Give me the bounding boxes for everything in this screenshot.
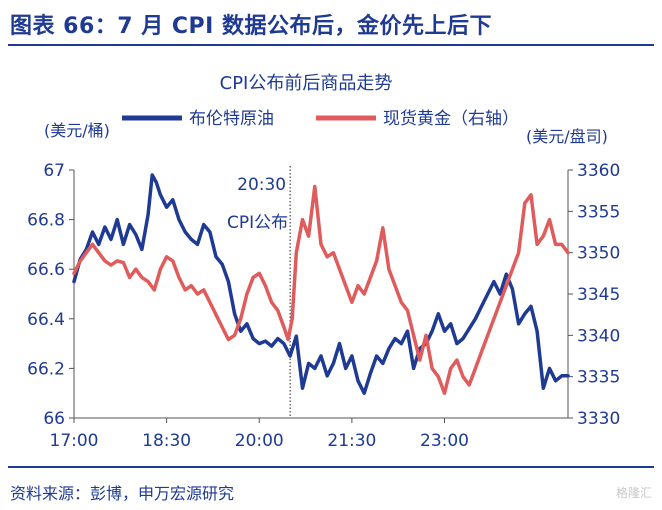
chart-area: CPI公布前后商品走势 布伦特原油 现货黄金（右轴） (美元/桶) (美元/盘司… xyxy=(0,52,662,462)
watermark: 格隆汇 xyxy=(615,486,652,500)
right-tick-label: 3360 xyxy=(577,161,620,181)
footer-divider xyxy=(8,466,654,468)
x-tick-label: 23:00 xyxy=(420,431,469,451)
annotation-time: 20:30 xyxy=(237,175,286,195)
gold-price-line xyxy=(72,184,570,395)
header-divider xyxy=(8,44,654,46)
left-tick-label: 66.8 xyxy=(27,211,65,231)
chart-title: CPI公布前后商品走势 xyxy=(220,73,393,94)
left-tick-label: 66.2 xyxy=(27,359,65,379)
right-axis-unit: (美元/盘司) xyxy=(526,127,608,146)
figure-title: 图表 66：7 月 CPI 数据公布后，金价先上后下 xyxy=(10,14,493,39)
axes: 67 66.8 66.6 66.4 66.2 66 3360 3355 3350 3345 3340… xyxy=(27,161,620,451)
left-axis-unit: (美元/桶) xyxy=(44,121,110,140)
right-tick-label: 3335 xyxy=(577,368,620,388)
left-tick-label: 67 xyxy=(43,161,65,181)
oil-price-line xyxy=(72,173,570,395)
right-tick-label: 3345 xyxy=(577,285,620,305)
x-tick-label: 17:00 xyxy=(50,431,99,451)
left-tick-label: 66.6 xyxy=(27,260,65,280)
right-tick-label: 3350 xyxy=(577,244,620,264)
right-tick-label: 3355 xyxy=(577,202,620,222)
left-tick-label: 66 xyxy=(43,409,65,429)
chart-svg: CPI公布前后商品走势 布伦特原油 现货黄金（右轴） (美元/桶) (美元/盘司… xyxy=(27,73,620,451)
source-note: 资料来源：彭博，申万宏源研究 xyxy=(10,484,235,503)
right-tick-label: 3340 xyxy=(577,326,620,346)
series-lines xyxy=(72,173,570,395)
x-tick-label: 21:30 xyxy=(327,431,376,451)
x-tick-label: 18:30 xyxy=(142,431,191,451)
legend-oil-label: 布伦特原油 xyxy=(189,109,274,129)
annotation-text: CPI公布 xyxy=(227,213,288,233)
legend-gold-label: 现货黄金（右轴） xyxy=(383,109,519,129)
right-tick-label: 3330 xyxy=(577,409,620,429)
x-tick-label: 20:00 xyxy=(235,431,284,451)
left-tick-label: 66.4 xyxy=(27,310,65,330)
